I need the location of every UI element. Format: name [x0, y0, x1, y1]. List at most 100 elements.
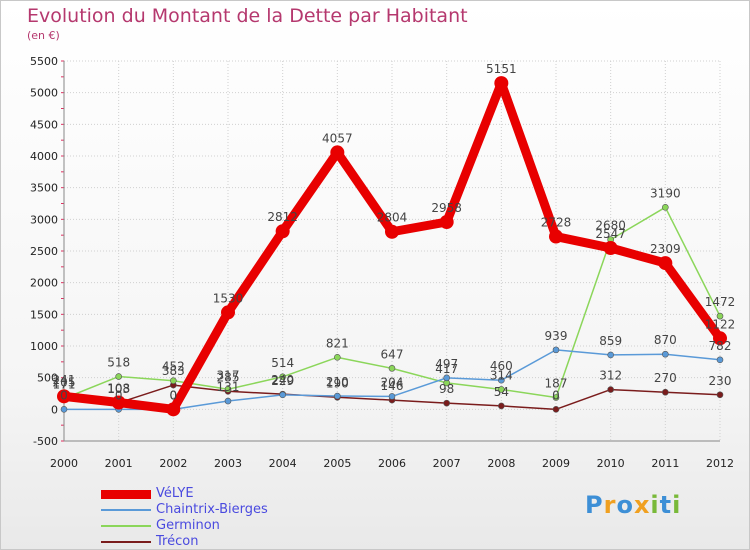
data-label: 190 [326, 376, 349, 390]
data-point [334, 392, 341, 400]
data-label: 108 [107, 381, 130, 395]
data-label: 312 [599, 369, 622, 383]
y-tick-label: 5000 [30, 87, 58, 100]
data-label: 171 [53, 378, 76, 392]
data-point [662, 350, 669, 358]
data-label: 0 [60, 388, 68, 402]
x-tick-label: 2007 [433, 457, 461, 470]
data-point [607, 351, 614, 359]
data-label: 2958 [431, 201, 462, 215]
data-label: 54 [494, 385, 509, 399]
data-label: 383 [162, 364, 185, 378]
data-label: 417 [435, 362, 458, 376]
data-point [658, 256, 673, 271]
data-point [716, 356, 724, 364]
x-tick-label: 2011 [651, 457, 679, 470]
data-point [221, 305, 235, 320]
data-label: 2309 [650, 242, 681, 256]
y-tick-label: -500 [33, 435, 58, 448]
data-label: 647 [381, 347, 404, 361]
y-tick-label: 4000 [30, 150, 58, 163]
data-point [662, 204, 669, 211]
x-tick-label: 2003 [214, 457, 242, 470]
y-tick-label: 1500 [30, 308, 58, 321]
data-point [224, 385, 232, 393]
data-point [603, 241, 618, 256]
data-label: 452 [162, 360, 185, 374]
x-tick-label: 2004 [269, 457, 297, 470]
legend-item: VéLYE [101, 486, 361, 502]
x-tick-label: 2002 [159, 457, 187, 470]
x-tick-label: 2006 [378, 457, 406, 470]
data-label: 146 [381, 379, 404, 393]
data-label: 229 [271, 374, 294, 388]
data-point [439, 214, 454, 229]
data-label: 103 [107, 382, 130, 396]
data-point [443, 374, 450, 382]
data-point [552, 394, 560, 401]
data-point [498, 386, 505, 393]
data-label: 939 [545, 329, 568, 343]
data-point [552, 406, 560, 413]
data-point [385, 224, 399, 239]
legend: VéLYE Chaintrix-Bierges Germinon Trécon [101, 486, 361, 549]
data-point [662, 388, 669, 396]
y-tick-label: 1000 [30, 340, 58, 353]
y-tick-label: 3500 [30, 182, 58, 195]
data-label: 821 [326, 336, 349, 350]
data-point [498, 376, 505, 384]
data-label: 204 [381, 375, 404, 389]
data-label: 1122 [705, 317, 736, 331]
data-point [334, 354, 341, 361]
data-label: 1472 [705, 295, 736, 309]
data-label: 131 [217, 380, 240, 394]
data-label: 518 [107, 356, 130, 370]
x-tick-label: 2008 [487, 457, 515, 470]
data-label: 460 [490, 359, 513, 373]
data-point [443, 399, 450, 407]
data-point [279, 373, 286, 381]
data-label: 285 [217, 370, 240, 384]
data-label: 514 [271, 356, 294, 370]
data-label: 5151 [486, 62, 517, 76]
data-point [607, 386, 614, 393]
data-label: 210 [326, 375, 349, 389]
data-point [552, 346, 560, 354]
data-label: 205 [53, 375, 76, 389]
legend-item: Germinon [101, 518, 361, 534]
data-label: 859 [599, 334, 622, 348]
data-label: 1530 [213, 291, 244, 305]
data-label: 270 [654, 371, 677, 385]
data-label: 0 [552, 388, 560, 402]
legend-label: Germinon [156, 518, 220, 533]
y-tick-label: 5500 [30, 55, 58, 68]
data-point [111, 395, 126, 410]
data-label: 497 [435, 357, 458, 371]
data-label: 2547 [595, 227, 626, 241]
legend-swatch [101, 541, 151, 543]
y-tick-label: 500 [37, 372, 58, 385]
chart-title: Evolution du Montant de la Dette par Hab… [27, 5, 468, 27]
data-label: 317 [217, 368, 240, 382]
data-point [716, 391, 724, 399]
proxiti-logo: Proxiti [585, 491, 682, 519]
data-label: 187 [545, 376, 568, 390]
y-tick-label: 3000 [30, 213, 58, 226]
x-tick-label: 2005 [323, 457, 351, 470]
data-label: 2804 [377, 211, 408, 225]
x-tick-label: 2000 [50, 457, 78, 470]
data-point [275, 224, 290, 239]
data-label: 230 [709, 374, 732, 388]
data-point [57, 389, 71, 404]
data-point [224, 397, 232, 405]
data-point [549, 229, 563, 244]
data-label: 241 [53, 373, 76, 387]
data-point [716, 312, 724, 320]
x-tick-label: 2010 [597, 457, 625, 470]
data-label: 4057 [322, 131, 353, 145]
data-point [279, 391, 286, 399]
x-tick-label: 2012 [706, 457, 734, 470]
data-label: 782 [709, 339, 732, 353]
